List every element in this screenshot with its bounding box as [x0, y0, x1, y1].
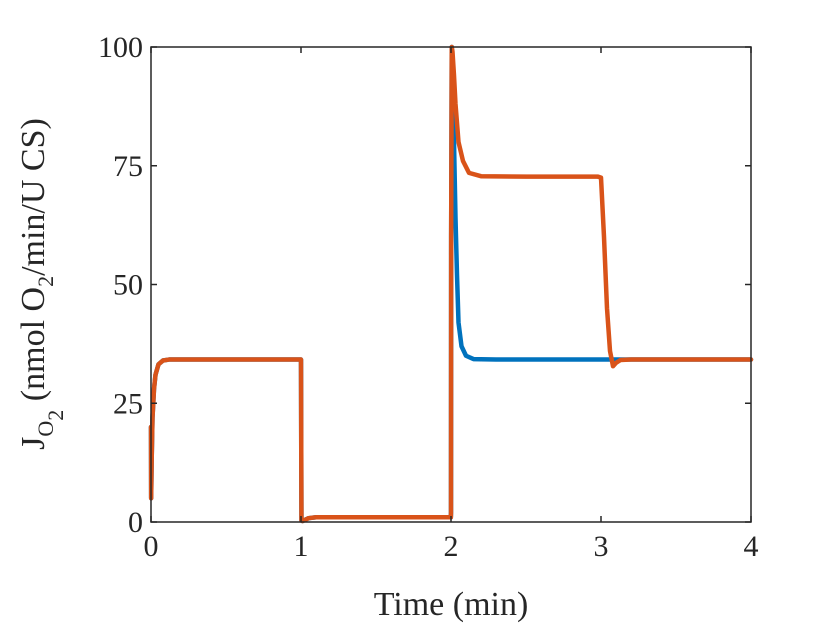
y-tick-label: 75 — [113, 150, 143, 183]
y-axis-label-sub: O — [33, 421, 58, 437]
x-tick-label: 0 — [144, 530, 159, 563]
x-axis: 0 1 2 3 4 — [144, 47, 759, 563]
series-line-2 — [148, 44, 754, 524]
series-layer — [148, 44, 754, 524]
y-axis-label-units-sub: 2 — [33, 276, 58, 287]
y-axis-label-main: J — [15, 437, 52, 450]
x-axis-label: Time (min) — [374, 586, 529, 623]
y-tick-label: 50 — [113, 269, 143, 302]
x-tick-label: 4 — [744, 530, 759, 563]
y-axis: 0 25 50 75 100 — [98, 31, 751, 539]
x-tick-label: 2 — [444, 530, 459, 563]
x-tick-label: 1 — [294, 530, 309, 563]
y-axis-label-subsub: 2 — [43, 410, 68, 421]
x-tick-label: 3 — [594, 530, 609, 563]
y-axis-label-units-suffix: /min/U CS) — [15, 118, 52, 276]
y-tick-label: 100 — [98, 31, 143, 64]
y-axis-label: JO2 (nmol O2/min/U CS) — [15, 118, 68, 450]
y-tick-label: 25 — [113, 387, 143, 420]
y-axis-label-units-prefix: (nmol O — [15, 287, 52, 410]
y-tick-label: 0 — [128, 506, 143, 539]
